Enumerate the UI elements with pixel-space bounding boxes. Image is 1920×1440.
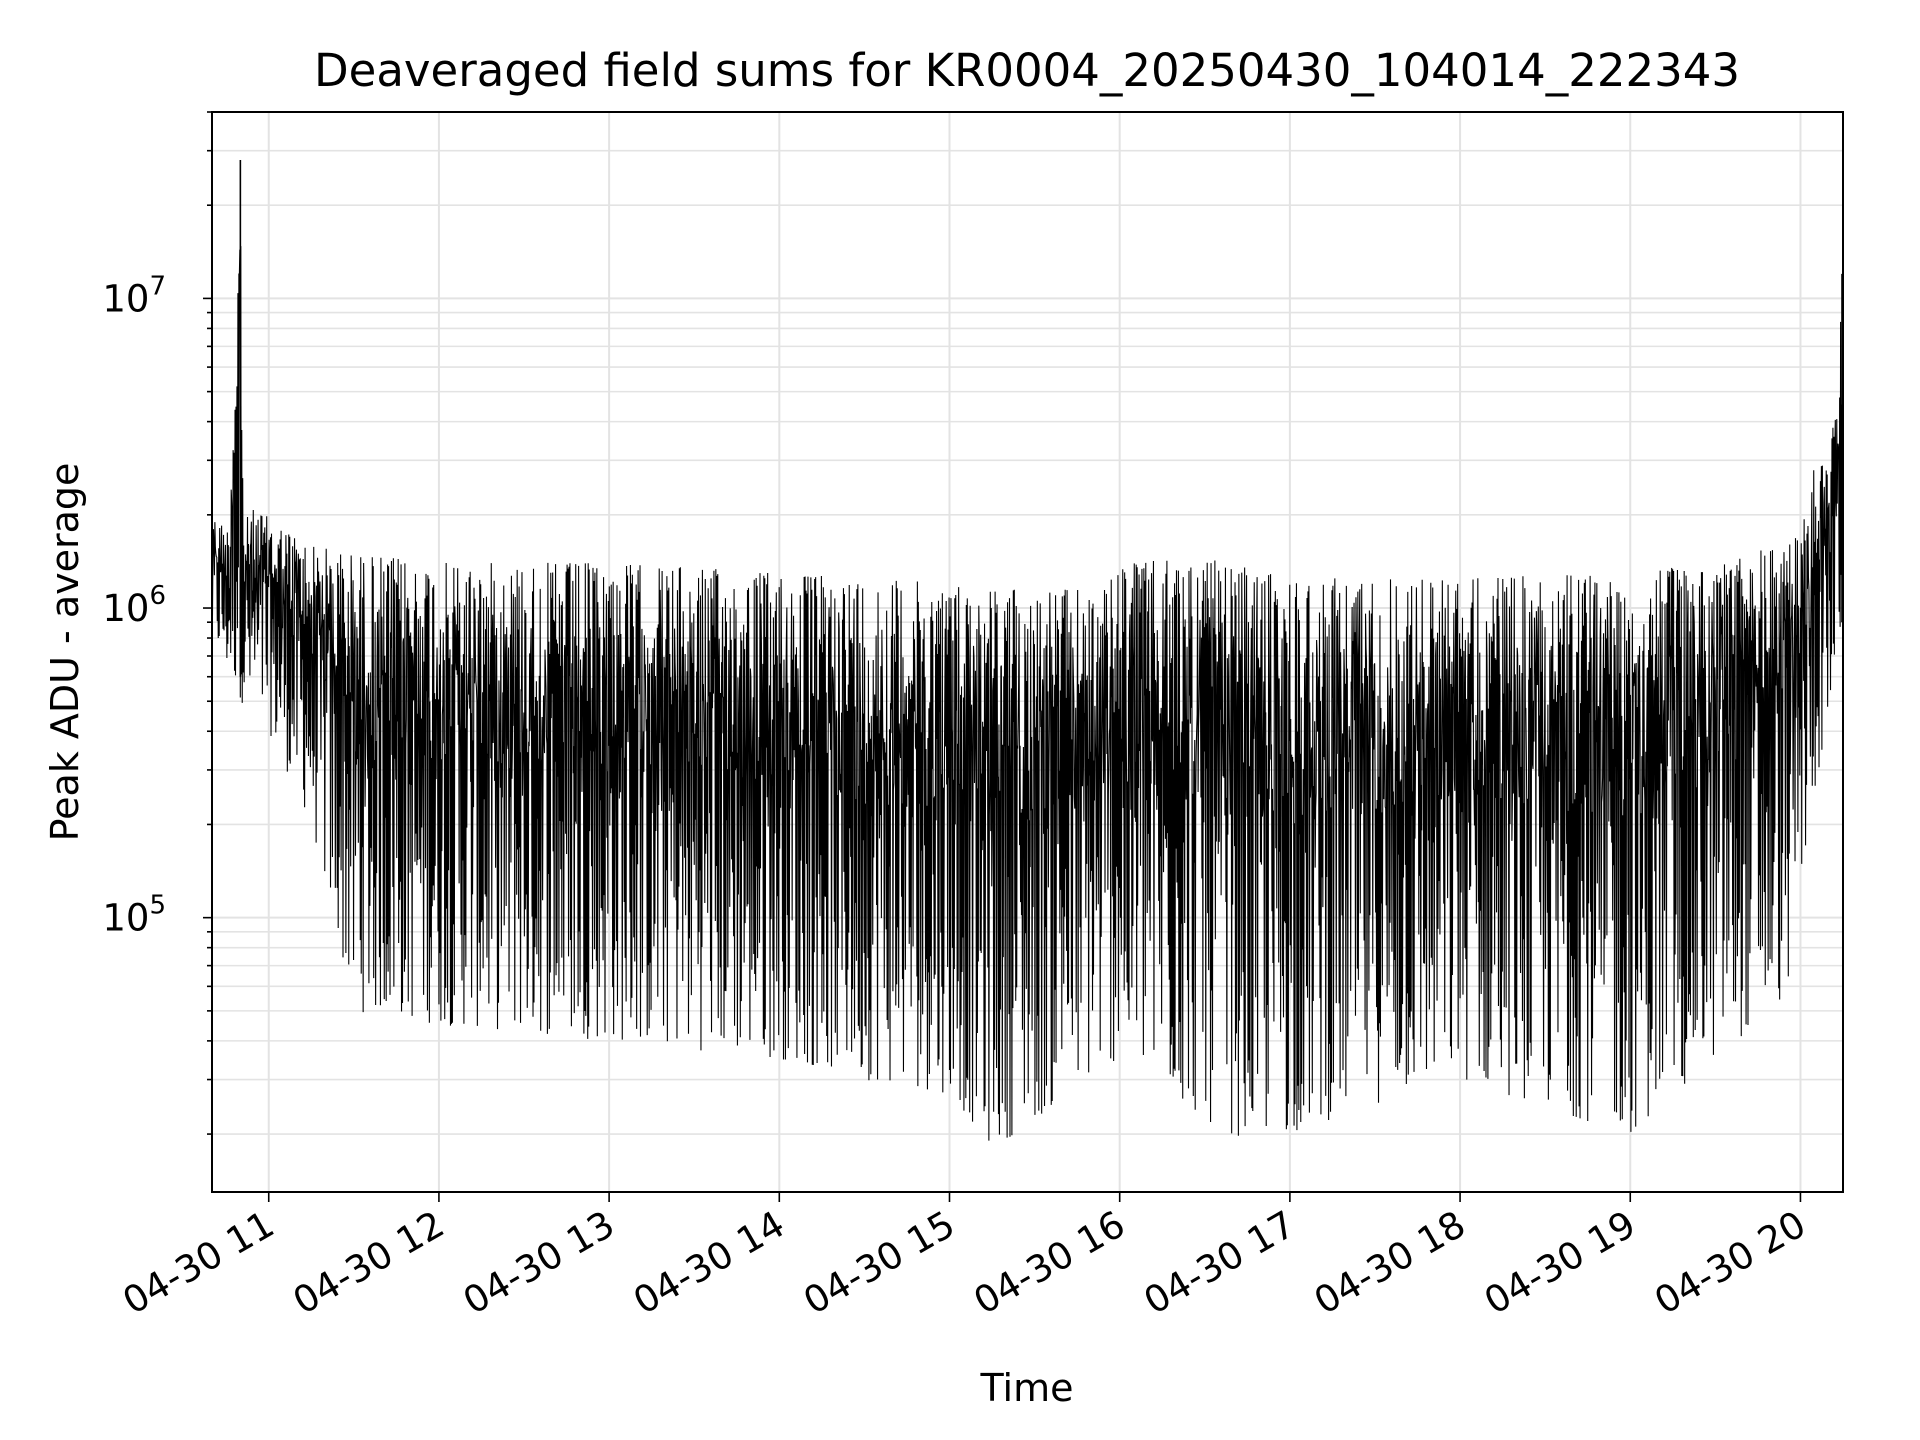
y-tick-label: 105 <box>102 891 166 940</box>
x-tick-label: 04-30 11 <box>116 1203 282 1323</box>
x-tick-label: 04-30 18 <box>1307 1203 1473 1323</box>
x-axis-label: Time <box>980 1366 1074 1410</box>
series <box>211 159 1844 1141</box>
x-tick-label: 04-30 16 <box>967 1203 1133 1323</box>
y-tick-label: 107 <box>102 271 166 320</box>
x-tick-label: 04-30 20 <box>1647 1203 1813 1323</box>
x-tick-label: 04-30 14 <box>626 1203 792 1323</box>
x-tick-label: 04-30 19 <box>1477 1203 1643 1323</box>
plot-frame <box>211 111 1844 1193</box>
y-axis-label: Peak ADU - average <box>43 463 87 842</box>
x-tick-label: 04-30 13 <box>456 1203 622 1323</box>
x-tick-label: 04-30 15 <box>796 1203 962 1323</box>
y-tick-label: 106 <box>102 581 166 630</box>
chart-title: Deaveraged field sums for KR0004_2025043… <box>314 44 1740 97</box>
series-line <box>211 246 1844 1141</box>
x-tick-label: 04-30 12 <box>286 1203 452 1323</box>
x-tick-label: 04-30 17 <box>1137 1203 1303 1323</box>
